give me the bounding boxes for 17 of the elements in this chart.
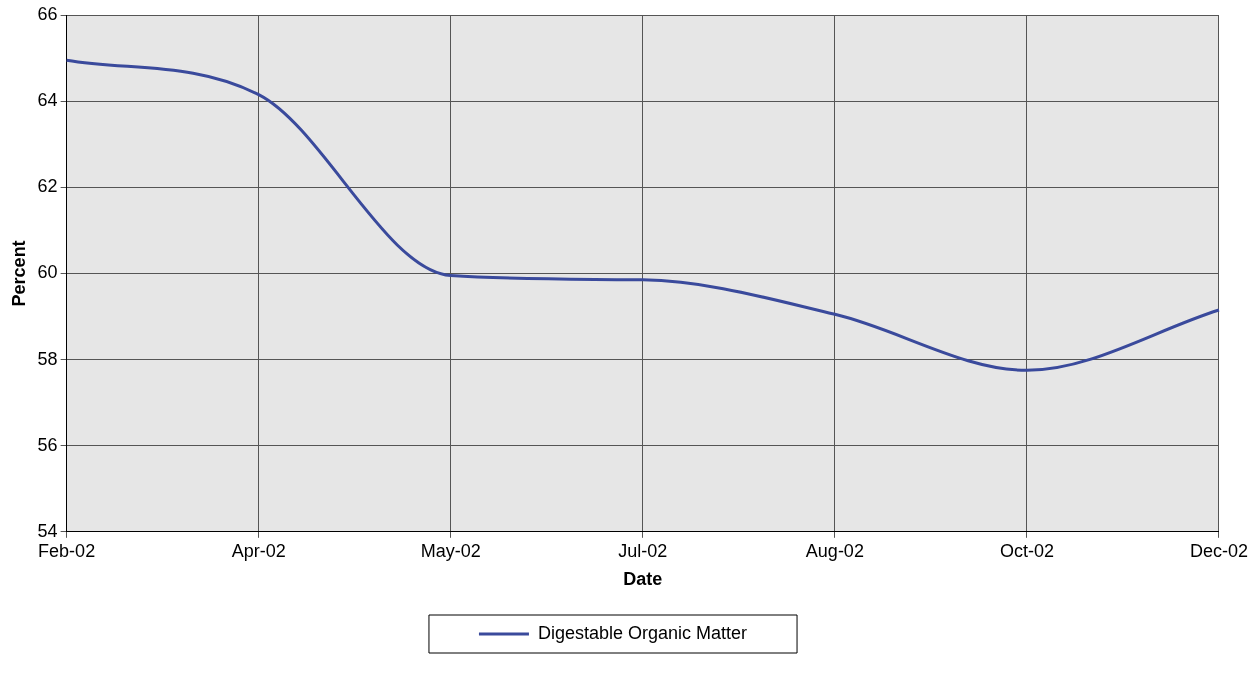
y-tick-label: 62 bbox=[37, 176, 58, 197]
y-axis-title: Percent bbox=[8, 240, 29, 307]
x-tick-label: Jul-02 bbox=[618, 540, 668, 561]
x-tick-label: Apr-02 bbox=[231, 540, 286, 561]
y-tick-label: 64 bbox=[37, 90, 58, 111]
x-tick-label: Dec-02 bbox=[1189, 540, 1248, 561]
y-tick-label: 58 bbox=[37, 348, 58, 369]
y-tick-label: 54 bbox=[37, 520, 58, 541]
x-tick-label: May-02 bbox=[420, 540, 481, 561]
legend-label: Digestable Organic Matter bbox=[537, 622, 748, 643]
y-tick-label: 60 bbox=[37, 262, 58, 283]
x-tick-label: Oct-02 bbox=[999, 540, 1054, 561]
y-tick-label: 66 bbox=[37, 3, 58, 24]
y-tick-label: 56 bbox=[37, 434, 58, 455]
x-tick-label: Feb-02 bbox=[38, 540, 96, 561]
x-tick-label: Aug-02 bbox=[805, 540, 864, 561]
x-axis-title: Date bbox=[623, 569, 663, 590]
